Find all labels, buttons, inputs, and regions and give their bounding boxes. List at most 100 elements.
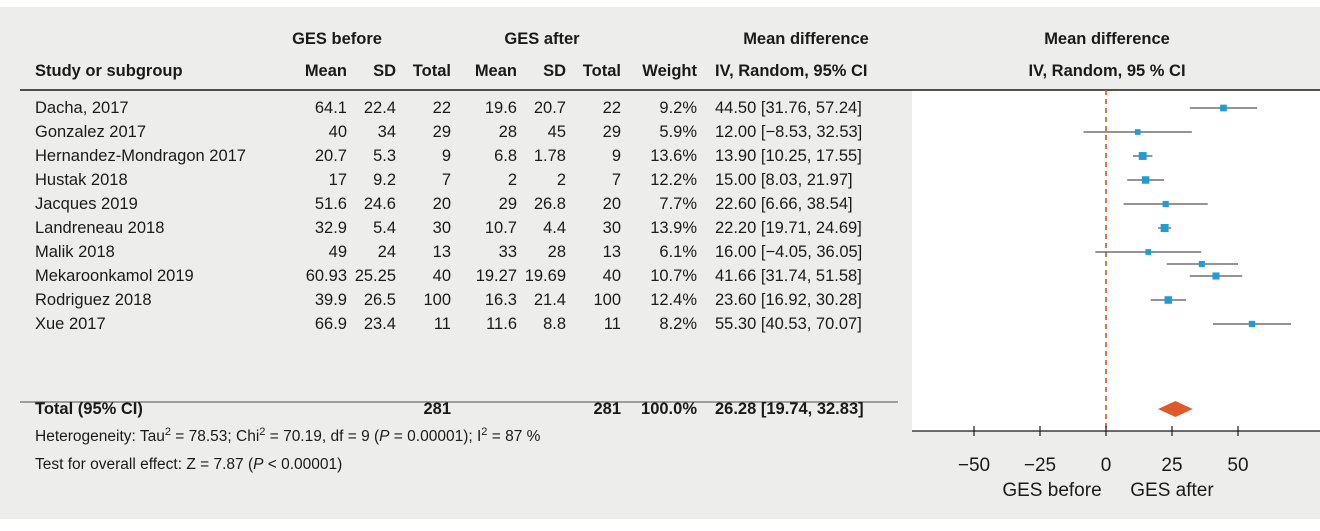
study-row: Xue 2017 66.9 23.4 11 11.6 8.8 11 8.2% 55.30 [40… xyxy=(35,315,862,333)
study-before-total: 7 xyxy=(442,171,451,189)
study-before-sd: 22.4 xyxy=(364,99,396,117)
het-prefix: Heterogeneity: Tau xyxy=(35,428,165,445)
plot-marks xyxy=(1083,104,1291,417)
effect-marker xyxy=(1220,104,1227,112)
study-row: Landreneau 2018 32.9 5.4 30 10.7 4.4 30 13.9% 22… xyxy=(35,219,862,237)
study-after-mean: 2 xyxy=(508,171,517,189)
effect-marker xyxy=(1212,272,1220,280)
header-study: Study or subgroup xyxy=(35,62,183,80)
header-after-mean: Mean xyxy=(475,62,517,80)
study-before-total: 20 xyxy=(433,195,451,213)
study-after-mean: 6.8 xyxy=(494,147,517,165)
study-after-sd: 20.7 xyxy=(534,99,566,117)
study-before-mean: 51.6 xyxy=(315,195,347,213)
study-rows: Dacha, 2017 64.1 22.4 22 19.6 20.7 22 9.2% 44.50… xyxy=(35,99,862,333)
study-ci: 44.50 [31.76, 57.24] xyxy=(715,99,862,117)
study-before-total: 9 xyxy=(442,147,451,165)
study-weight: 9.2% xyxy=(659,99,697,117)
overall-effect-text: Test for overall effect: Z = 7.87 (P < 0… xyxy=(35,456,342,473)
study-before-sd: 34 xyxy=(378,123,396,141)
study-row: Dacha, 2017 64.1 22.4 22 19.6 20.7 22 9.2% 44.50… xyxy=(35,99,862,117)
study-after-total: 13 xyxy=(603,243,621,261)
study-name: Jacques 2019 xyxy=(35,195,138,213)
x-tick-label: 50 xyxy=(1227,455,1248,476)
header-plot-method: IV, Random, 95 % CI xyxy=(1028,62,1185,80)
study-before-mean: 60.93 xyxy=(306,267,347,285)
study-row: Gonzalez 2017 40 34 29 28 45 29 5.9% 12.00 [−8.5… xyxy=(35,123,862,141)
study-weight: 13.9% xyxy=(650,219,697,237)
x-left-label: GES before xyxy=(1002,480,1101,501)
study-weight: 6.1% xyxy=(659,243,697,261)
study-before-sd: 23.4 xyxy=(364,315,396,333)
header-before-mean: Mean xyxy=(305,62,347,80)
het-i2-value: = 87 % xyxy=(487,428,540,445)
plot-area xyxy=(912,90,1320,431)
study-weight: 10.7% xyxy=(650,267,697,285)
study-after-total: 100 xyxy=(593,291,621,309)
effect-marker xyxy=(1248,320,1256,328)
study-after-mean: 28 xyxy=(499,123,517,141)
study-row: Hernandez-Mondragon 2017 20.7 5.3 9 6.8 1.78 9… xyxy=(35,147,862,165)
study-before-mean: 20.7 xyxy=(315,147,347,165)
study-ci: 23.60 [16.92, 30.28] xyxy=(715,291,862,309)
study-before-total: 30 xyxy=(433,219,451,237)
header-after-total: Total xyxy=(583,62,621,80)
x-axis: −50 −25 0 25 50 xyxy=(912,426,1320,476)
het-tau-value: = 78.53; Chi xyxy=(171,428,259,445)
study-before-mean: 49 xyxy=(329,243,347,261)
study-after-mean: 19.27 xyxy=(476,267,517,285)
study-row: Mekaroonkamol 2019 60.93 25.25 40 19.27 19.69… xyxy=(35,267,862,285)
header-after-sd: SD xyxy=(543,62,566,80)
header-md-method: IV, Random, 95% CI xyxy=(715,62,868,80)
x-tick-label: 25 xyxy=(1161,455,1182,476)
study-ci: 13.90 [10.25, 17.55] xyxy=(715,147,862,165)
study-before-mean: 40 xyxy=(329,123,347,141)
study-before-total: 22 xyxy=(433,99,451,117)
study-before-total: 13 xyxy=(433,243,451,261)
x-right-label: GES after xyxy=(1130,480,1214,501)
study-before-sd: 9.2 xyxy=(373,171,396,189)
study-before-sd: 24.6 xyxy=(364,195,396,213)
het-sup-i: 2 xyxy=(481,426,487,438)
heterogeneity-text: Heterogeneity: Tau2 = 78.53; Chi2 = 70.1… xyxy=(35,426,541,445)
total-ci: 26.28 [19.74, 32.83] xyxy=(715,400,864,418)
total-after-count: 281 xyxy=(593,400,621,418)
study-weight: 12.4% xyxy=(650,291,697,309)
effect-marker xyxy=(1164,296,1173,304)
study-name: Hernandez-Mondragon 2017 xyxy=(35,147,246,165)
study-after-sd: 8.8 xyxy=(543,315,566,333)
study-before-mean: 64.1 xyxy=(315,99,347,117)
header-group-after: GES after xyxy=(504,30,580,48)
het-p-value: = 0.00001); I xyxy=(390,428,482,445)
study-name: Mekaroonkamol 2019 xyxy=(35,267,194,285)
study-weight: 8.2% xyxy=(659,315,697,333)
header-before-sd: SD xyxy=(373,62,396,80)
effect-marker xyxy=(1138,152,1147,160)
study-after-sd: 21.4 xyxy=(534,291,566,309)
study-weight: 13.6% xyxy=(650,147,697,165)
study-name: Malik 2018 xyxy=(35,243,115,261)
total-label: Total (95% CI) xyxy=(35,400,143,418)
study-before-mean: 32.9 xyxy=(315,219,347,237)
study-after-total: 40 xyxy=(603,267,621,285)
header-group-before: GES before xyxy=(292,30,382,48)
het-chi-value: = 70.19, df = 9 ( xyxy=(265,428,380,445)
study-after-total: 30 xyxy=(603,219,621,237)
study-weight: 5.9% xyxy=(659,123,697,141)
study-after-sd: 19.69 xyxy=(525,267,566,285)
study-ci: 41.66 [31.74, 51.58] xyxy=(715,267,862,285)
study-name: Gonzalez 2017 xyxy=(35,123,146,141)
x-tick-label: −50 xyxy=(958,455,990,476)
study-before-sd: 5.3 xyxy=(373,147,396,165)
study-after-mean: 19.6 xyxy=(485,99,517,117)
study-row: Hustak 2018 17 9.2 7 2 2 7 12.2% 15.00 [8.03, 21… xyxy=(35,171,853,189)
study-name: Dacha, 2017 xyxy=(35,99,129,117)
study-after-mean: 11.6 xyxy=(486,315,517,333)
study-ci: 55.30 [40.53, 70.07] xyxy=(715,315,862,333)
study-after-total: 20 xyxy=(603,195,621,213)
study-name: Hustak 2018 xyxy=(35,171,128,189)
study-before-total: 40 xyxy=(433,267,451,285)
overall-p-value: < 0.00001) xyxy=(263,456,342,473)
